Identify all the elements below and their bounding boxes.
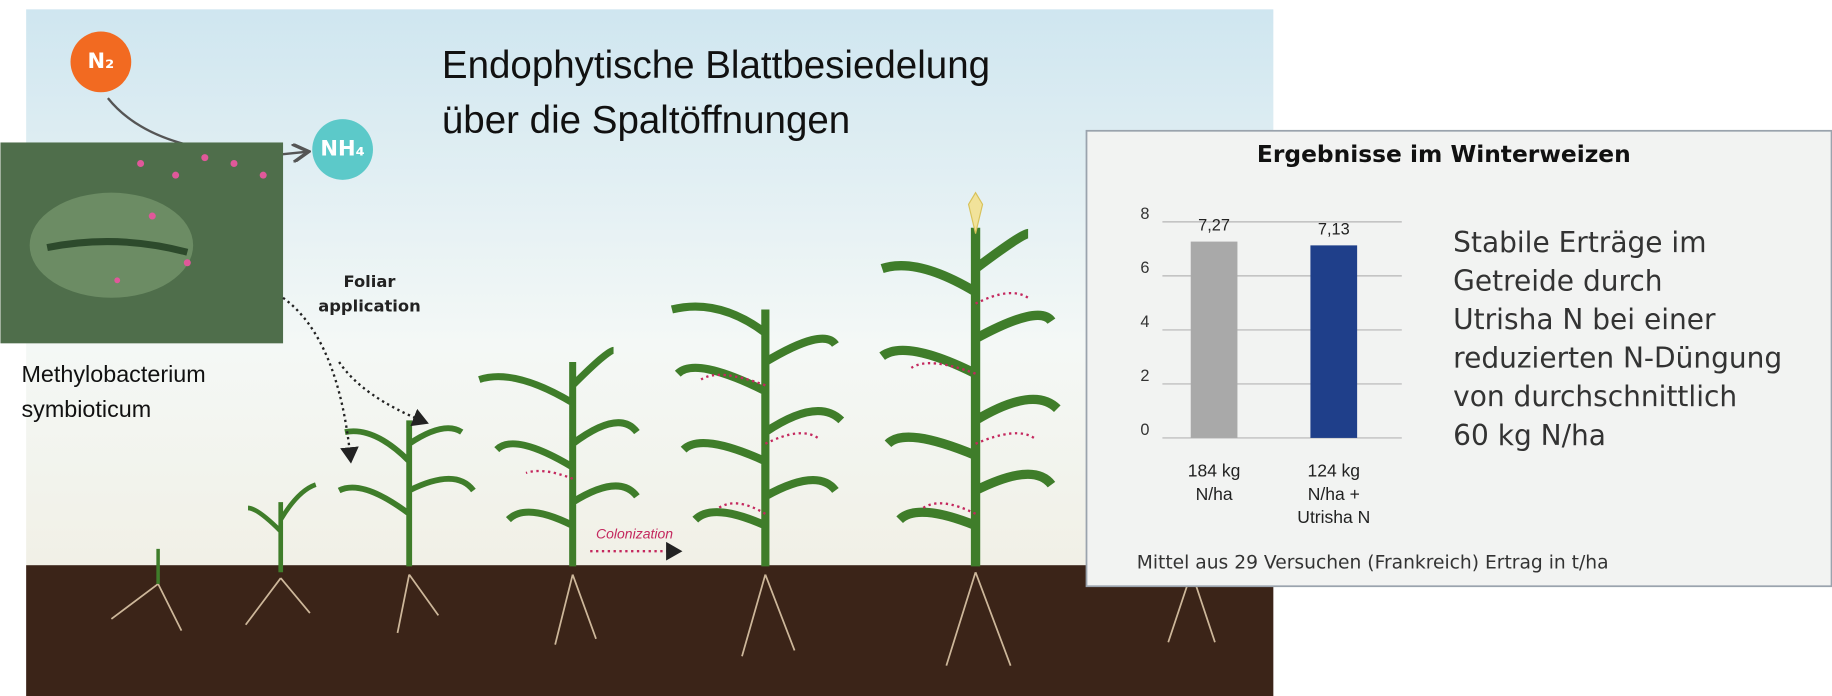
y-tick-label: 6 — [1140, 259, 1149, 277]
caption-line: symbioticum — [21, 396, 151, 422]
x-tick-label: 184 kg — [1188, 460, 1241, 480]
x-tick-label: Utrisha N — [1297, 507, 1370, 527]
value-label: 7,13 — [1318, 221, 1350, 239]
caption-line: Methylobacterium — [21, 361, 205, 387]
nh4-label: NH₄ — [320, 135, 364, 160]
value-label: 7,27 — [1198, 217, 1230, 235]
colonization-label: Colonization — [596, 526, 673, 542]
foliar-label: application — [318, 297, 421, 316]
micrograph — [0, 142, 284, 344]
annotation-line: 60 kg N/ha — [1453, 419, 1606, 452]
footnote: Mittel aus 29 Versuchen (Frankreich) Ert… — [1137, 552, 1609, 573]
n2-label: N₂ — [87, 48, 114, 73]
foliar-arrow — [338, 361, 429, 427]
chart-title: Ergebnisse im Winterweizen — [1257, 140, 1631, 168]
annotation-line: von durchschnittlich — [1453, 380, 1737, 413]
annotation-line: Utrisha N bei einer — [1453, 303, 1716, 336]
foliar-arrow — [282, 296, 359, 464]
nh4-icon — [312, 119, 373, 180]
foliar-label: Foliar — [343, 272, 395, 291]
colonization-arrows — [525, 291, 1035, 561]
bar — [1190, 241, 1238, 438]
annotation-line: reduzierten N-Düngung — [1453, 342, 1782, 375]
y-tick-label: 2 — [1140, 367, 1149, 385]
bar — [1310, 245, 1358, 438]
y-tick-label: 4 — [1140, 313, 1149, 331]
x-tick-label: 124 kg — [1308, 460, 1361, 480]
y-tick-label: 8 — [1140, 205, 1149, 223]
x-tick-label: N/ha — [1196, 484, 1233, 504]
plants — [156, 191, 1061, 584]
y-tick-label: 0 — [1140, 421, 1149, 439]
soil — [26, 565, 1274, 696]
annotation-line: Getreide durch — [1453, 265, 1662, 298]
annotation-line: Stabile Erträge im — [1453, 226, 1706, 259]
heading: über die Spaltöffnungen — [442, 99, 850, 142]
chart: Ergebnisse im Winterweizen 0 2 4 6 8 7,27 184 k… — [1137, 140, 1783, 574]
x-tick-label: N/ha + — [1308, 484, 1360, 504]
n2-icon — [70, 31, 132, 93]
heading: Endophytische Blattbesiedelung — [442, 44, 990, 87]
roots — [110, 571, 1216, 666]
